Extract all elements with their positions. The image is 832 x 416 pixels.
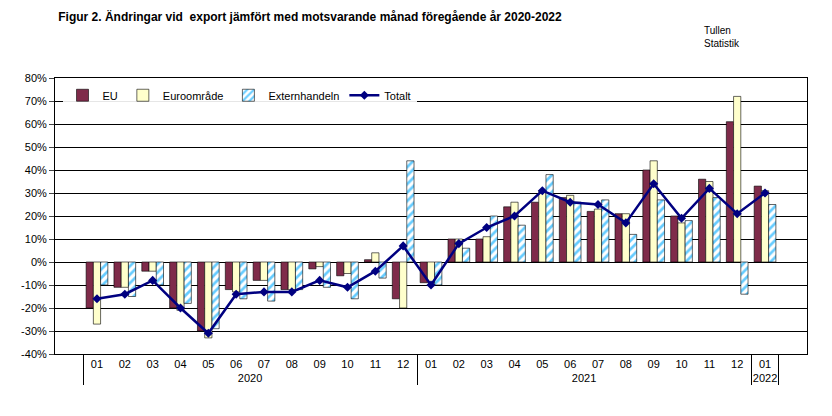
svg-text:80%: 80%	[25, 72, 47, 84]
svg-text:09: 09	[648, 358, 660, 370]
svg-text:01: 01	[91, 358, 103, 370]
svg-text:05: 05	[536, 358, 548, 370]
svg-text:-40%: -40%	[21, 348, 47, 360]
svg-text:0%: 0%	[31, 256, 47, 268]
svg-text:09: 09	[314, 358, 326, 370]
svg-text:05: 05	[202, 358, 214, 370]
svg-text:12: 12	[731, 358, 743, 370]
svg-text:07: 07	[258, 358, 270, 370]
svg-text:60%: 60%	[25, 118, 47, 130]
svg-text:50%: 50%	[25, 141, 47, 153]
svg-text:03: 03	[147, 358, 159, 370]
svg-text:04: 04	[508, 358, 520, 370]
svg-text:EU: EU	[103, 90, 118, 102]
svg-text:-10%: -10%	[21, 279, 47, 291]
svg-text:07: 07	[592, 358, 604, 370]
svg-text:TullenStatistik: TullenStatistik	[704, 25, 740, 49]
svg-text:04: 04	[174, 358, 186, 370]
svg-text:Euroområde: Euroområde	[163, 90, 224, 102]
svg-text:-30%: -30%	[21, 325, 47, 337]
svg-text:08: 08	[620, 358, 632, 370]
svg-text:10%: 10%	[25, 233, 47, 245]
svg-text:Figur 2. Ändringar vid export: Figur 2. Ändringar vid export jämfört me…	[58, 9, 562, 24]
svg-text:06: 06	[564, 358, 576, 370]
svg-text:-20%: -20%	[21, 302, 47, 314]
svg-text:02: 02	[453, 358, 465, 370]
svg-text:2022: 2022	[753, 372, 777, 384]
svg-text:06: 06	[230, 358, 242, 370]
svg-text:2021: 2021	[572, 372, 596, 384]
svg-text:Totalt: Totalt	[384, 90, 410, 102]
svg-text:08: 08	[286, 358, 298, 370]
svg-text:Externhandeln: Externhandeln	[268, 90, 339, 102]
svg-text:11: 11	[704, 358, 715, 370]
svg-text:2020: 2020	[238, 372, 262, 384]
svg-text:02: 02	[119, 358, 131, 370]
svg-text:70%: 70%	[25, 95, 47, 107]
svg-text:11: 11	[370, 358, 381, 370]
svg-text:03: 03	[481, 358, 493, 370]
svg-text:10: 10	[341, 358, 353, 370]
svg-text:10: 10	[675, 358, 687, 370]
svg-text:01: 01	[759, 358, 771, 370]
svg-text:20%: 20%	[25, 210, 47, 222]
svg-text:30%: 30%	[25, 187, 47, 199]
svg-text:40%: 40%	[25, 164, 47, 176]
svg-text:12: 12	[397, 358, 409, 370]
svg-text:01: 01	[425, 358, 437, 370]
